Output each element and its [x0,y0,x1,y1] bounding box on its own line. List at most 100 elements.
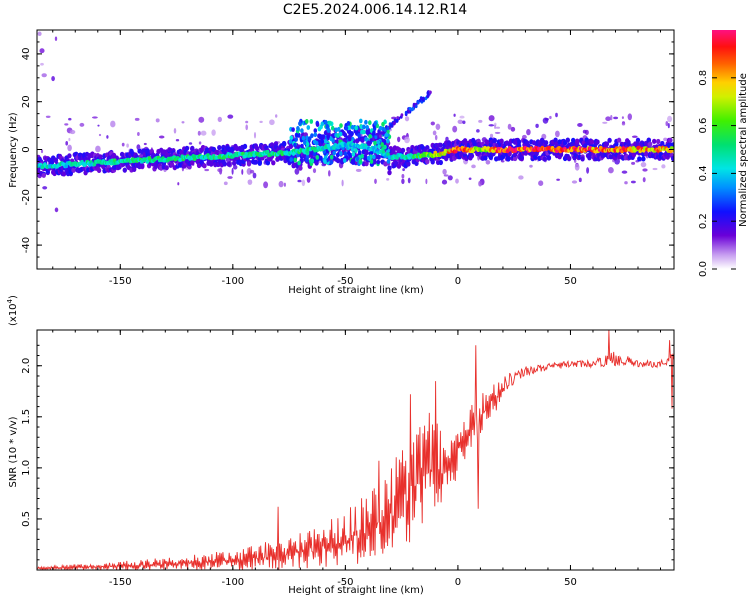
spectrogram-band-cell [184,145,190,151]
snr-x-tick-label: 0 [455,577,461,588]
spectrogram-feature-cell [344,125,349,131]
spectrogram-streak-cell [392,121,396,126]
spectrogram-feature-cell [329,154,334,160]
spectrogram-feature-cell [310,158,315,164]
spectrogram-band-cell [546,155,552,161]
spectrogram-noise-cell [608,167,614,174]
spectrogram-feature-cell [386,138,390,144]
spectrogram-noise-cell [175,139,180,142]
spectrogram-feature-cell [300,143,304,149]
snr-y-tick-label: 2.0 [21,358,32,374]
spectrogram-band-cell [516,139,522,145]
spectrogram-noise-cell [586,167,590,174]
spectrogram-feature-cell [376,159,381,165]
spectrogram-noise-cell [155,118,160,123]
spectrogram-feature-cell [289,135,294,141]
spectrogram-streak-cell [400,113,404,117]
spectrogram-feature-cell [313,132,318,138]
spectrogram-band-cell [164,165,169,171]
spectrogram-feature-cell [343,151,348,157]
spectrogram-band-cell [190,160,195,166]
spectrogram-noise-cell [478,119,483,123]
spectrogram-noise-cell [407,177,411,184]
spectrogram-band-cell [132,166,137,172]
spectrogram-feature-cell [378,125,383,131]
colorbar-label: Normalized spectral amplitude [738,73,749,227]
spectrogram-noise-cell [661,164,666,169]
spectrogram-noise-cell [494,124,497,129]
spectrogram-noise-cell [247,179,253,185]
snr-y-tick-label: 0.5 [21,511,32,527]
spectrogram-feature-cell [339,123,343,128]
spectrogram-feature-cell [297,160,301,166]
spectrogram-feature-cell [288,139,293,145]
spectrogram-feature-cell [325,124,330,129]
spectrogram-noise-cell [246,167,252,175]
spectrogram-streak-cell [411,106,415,111]
spectrogram-noise-cell [68,117,72,121]
spectrogram-streak-cell [383,128,387,132]
spectrogram-noise-cell [355,168,362,172]
spectrogram-feature-cell [294,132,299,138]
spectrogram-noise-cell [39,48,45,54]
snr-y-tick-label: 1.0 [21,460,32,476]
spectrogram-feature-cell [362,124,366,130]
spectrogram-noise-cell [301,179,306,187]
spectrogram-y-tick-label: 20 [21,95,32,108]
spectrogram-feature-cell [303,140,307,146]
snr-x-axis-label: Height of straight line (km) [288,585,424,596]
spectrogram-band-cell [257,160,262,166]
spectrogram-noise-cell [65,141,69,146]
spectrogram-noise-cell [54,207,59,213]
spectrogram-noise-cell [106,135,109,139]
colorbar: 0.0 0.2 0.4 0.6 0.8 Normalized spectral ampl… [698,30,749,277]
spectrogram-band-cell [438,142,443,148]
spectrogram-band-cell [372,159,377,165]
spectrogram-noise-cell [95,145,101,153]
spectrogram-noise-cell [462,120,466,125]
spectrogram-feature-cell [360,153,365,159]
spectrogram-feature-cell [350,124,355,130]
spectrogram-noise-cell [121,142,125,147]
spectrogram-noise-cell [97,124,100,127]
spectrogram-noise-cell [452,125,458,133]
spectrogram-feature-cell [350,147,355,153]
spectrogram-noise-cell [488,124,495,127]
spectrogram-ridge-cell [265,149,270,154]
spectrogram-noise-cell [231,167,234,175]
spectrogram-band-cell [271,160,276,166]
spectrogram-ridge-cell [442,151,447,156]
snr-x-tick-label: -50 [337,577,353,588]
spectrogram-band-cell [53,157,59,163]
spectrogram-band-cell [281,141,287,147]
spectrogram-noise-cell [227,176,233,179]
spectrogram-noise-cell [312,168,317,174]
spectrogram-band-cell [543,140,549,146]
spectrogram-ridge-cell [371,146,376,151]
spectrogram-feature-cell [351,151,356,157]
spectrogram-feature-cell [330,125,335,131]
spectrogram-noise-cell [453,113,456,117]
spectrogram-feature-cell [329,136,333,142]
spectrogram-feature-cell [312,151,317,157]
spectrogram-noise-cell [126,143,129,148]
spectrogram-noise-cell [432,130,437,136]
spectrogram-band-cell [483,155,488,161]
spectrogram-feature-cell [294,137,299,142]
spectrogram-y-tick-label: -20 [21,189,32,205]
spectrogram-feature-cell [320,139,325,144]
spectrogram-band-cell [595,139,600,145]
spectrogram-ridge-cell [145,159,150,164]
spectrogram-y-tick-label: 40 [21,48,32,61]
spectrogram-x-axis-label: Height of straight line (km) [288,285,424,296]
spectrogram-feature-cell [358,159,363,165]
spectrogram-band-cell [246,161,252,167]
spectrogram-feature-cell [335,152,340,158]
colorbar-tick-label: 0.8 [698,70,709,86]
spectrogram-feature-cell [369,159,374,165]
spectrogram-noise-cell [245,120,249,124]
spectrogram-feature-cell [306,125,311,130]
spectrogram-noise-cell [404,136,410,144]
spectrogram-noise-cell [249,169,255,174]
